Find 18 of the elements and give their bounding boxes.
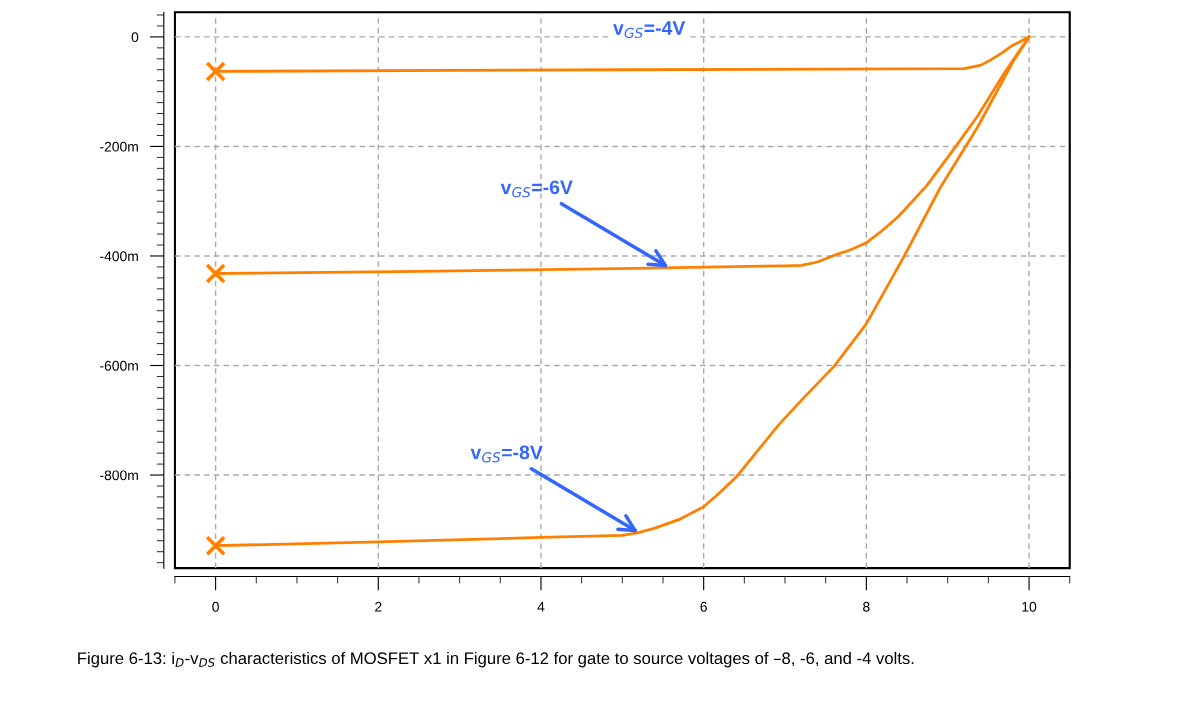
annotation: v$_{GS}$=-4V	[613, 21, 686, 39]
point	[205, 61, 226, 82]
x-tick-label: 0	[212, 601, 219, 612]
x-tick-label: 2	[375, 601, 382, 612]
x-tick-label: 6	[700, 601, 707, 612]
x-tick-label: 8	[863, 601, 870, 612]
y-tick-label: -600m	[100, 360, 138, 371]
caption: Figure 6-13: i$_{D}$-v$_{DS}$ characteristics of MOSFET x1 in Figure 6-12 for gate to source voltages of –8, -6, and -4 volts.	[78, 651, 914, 668]
y-tick-label: -800m	[100, 470, 138, 481]
annotation: v$_{GS}$=-6V	[500, 180, 573, 198]
y-tick-label: 0	[131, 32, 139, 43]
annotation: v$_{GS}$=-8V	[470, 445, 543, 463]
y-tick-label: -400m	[100, 251, 138, 262]
x-tick-label: 10	[1022, 601, 1037, 612]
point	[205, 263, 226, 284]
x-tick-label: 4	[537, 601, 545, 612]
y-tick-label: -200m	[100, 141, 138, 152]
point	[205, 535, 226, 556]
